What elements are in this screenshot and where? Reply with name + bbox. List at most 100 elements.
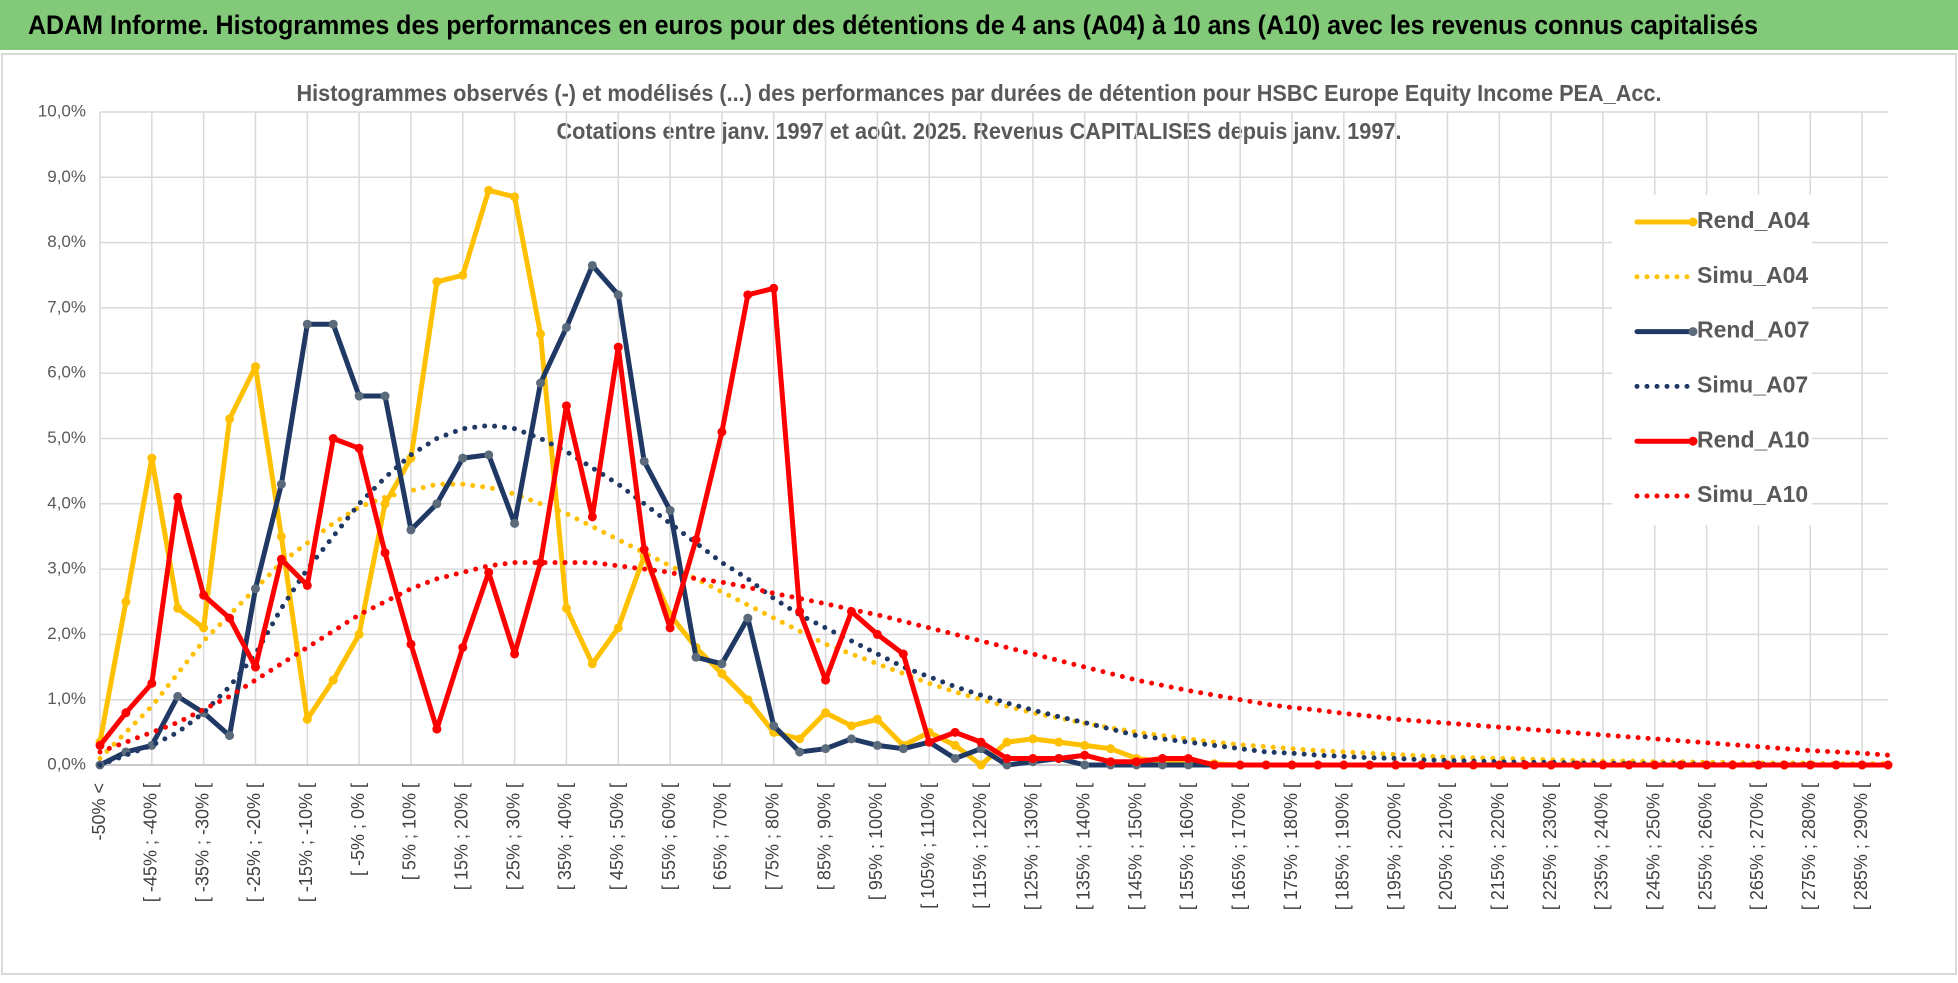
series-marker xyxy=(354,391,364,401)
series-marker xyxy=(225,731,235,741)
series-marker xyxy=(561,401,571,411)
series-marker xyxy=(458,270,468,280)
series-marker xyxy=(743,290,753,300)
legend-marker xyxy=(1688,327,1698,337)
y-tick-label: 8,0% xyxy=(47,232,86,251)
series-marker xyxy=(1753,760,1763,770)
y-tick-label: 10,0% xyxy=(38,101,86,120)
series-marker xyxy=(665,505,675,515)
x-tick-label: [ 235% ; 240% [ xyxy=(1592,783,1612,910)
series-marker xyxy=(380,499,390,509)
series-marker xyxy=(276,479,286,489)
x-tick-label: [ 205% ; 210% [ xyxy=(1436,783,1456,910)
series-marker xyxy=(1365,760,1375,770)
series-marker xyxy=(406,639,416,649)
legend-label: Rend_A10 xyxy=(1697,426,1809,452)
series-marker xyxy=(950,740,960,750)
series-marker xyxy=(846,721,856,731)
legend-label: Rend_A07 xyxy=(1697,317,1809,343)
x-tick-label: [ 55% ; 60% [ xyxy=(659,783,679,890)
x-tick-label: [ 65% ; 70% [ xyxy=(711,783,731,890)
series-marker xyxy=(1339,760,1349,770)
series-marker xyxy=(561,322,571,332)
series-marker xyxy=(1054,753,1064,763)
series-marker xyxy=(898,649,908,659)
x-tick-label: [ 185% ; 190% [ xyxy=(1333,783,1353,910)
x-tick-label: [ 25% ; 30% [ xyxy=(503,783,523,890)
series-marker xyxy=(199,623,209,633)
x-tick-label: [ 85% ; 90% [ xyxy=(814,783,834,890)
x-tick-label: [ 15% ; 20% [ xyxy=(452,783,472,890)
x-tick-label: [ 75% ; 80% [ xyxy=(762,783,782,890)
y-tick-label: 4,0% xyxy=(47,493,86,512)
series-marker xyxy=(587,512,597,522)
series-marker xyxy=(1805,760,1815,770)
series-marker xyxy=(1157,760,1167,770)
series-marker xyxy=(225,414,235,424)
series-marker xyxy=(639,456,649,466)
series-marker xyxy=(795,747,805,757)
series-marker xyxy=(613,342,623,352)
series-marker xyxy=(898,744,908,754)
series-marker xyxy=(328,675,338,685)
series-marker xyxy=(1391,760,1401,770)
series-marker xyxy=(613,290,623,300)
series-marker xyxy=(950,753,960,763)
series-marker xyxy=(380,548,390,558)
x-tick-label: [ -25% ; -20% [ xyxy=(244,783,264,902)
series-marker xyxy=(743,695,753,705)
series-marker xyxy=(510,192,520,202)
series-marker xyxy=(354,443,364,453)
y-tick-label: 9,0% xyxy=(47,167,86,186)
series-marker xyxy=(821,744,831,754)
series-marker xyxy=(1028,753,1038,763)
series-marker xyxy=(328,434,338,443)
legend-label: Rend_A04 xyxy=(1697,207,1810,233)
x-tick-label: [ 275% ; 280% [ xyxy=(1799,783,1819,910)
series-marker xyxy=(121,708,131,718)
x-tick-label: [ 195% ; 200% [ xyxy=(1384,783,1404,910)
series-marker xyxy=(872,740,882,750)
series-marker xyxy=(173,691,183,701)
series-marker xyxy=(1857,760,1867,770)
y-tick-label: 0,0% xyxy=(47,754,86,773)
series-marker xyxy=(302,714,312,724)
series-marker xyxy=(510,518,520,528)
x-tick-label: [ 225% ; 230% [ xyxy=(1540,783,1560,910)
x-tick-label: [ 145% ; 150% [ xyxy=(1125,783,1145,910)
series-marker xyxy=(432,499,442,509)
x-tick-label: [ 265% ; 270% [ xyxy=(1747,783,1767,910)
series-marker xyxy=(1650,760,1660,770)
y-tick-label: 7,0% xyxy=(47,297,86,316)
series-marker xyxy=(1054,737,1064,747)
series-marker xyxy=(795,607,805,617)
series-marker xyxy=(587,659,597,669)
y-tick-label: 5,0% xyxy=(47,428,86,447)
series-marker xyxy=(1132,757,1142,767)
series-marker xyxy=(587,260,597,270)
series-marker xyxy=(173,492,183,502)
series-marker xyxy=(1287,760,1297,770)
series-marker xyxy=(380,391,390,401)
chart-title: Histogrammes observés (-) et modélisés (… xyxy=(297,80,1662,106)
series-marker xyxy=(121,597,131,607)
x-tick-label: [ 95% ; 100% [ xyxy=(866,783,886,900)
x-tick-label: [ -45% ; -40% [ xyxy=(141,783,161,902)
series-marker xyxy=(1468,760,1478,770)
series-marker xyxy=(1676,760,1686,770)
series-line xyxy=(97,481,1891,767)
series-marker xyxy=(302,319,312,329)
series-marker xyxy=(1779,760,1789,770)
x-tick-label: [ 165% ; 170% [ xyxy=(1229,783,1249,910)
x-tick-label: [ 105% ; 110% [ xyxy=(918,783,938,909)
series-marker xyxy=(1442,760,1452,770)
series-marker xyxy=(561,603,571,613)
series-marker xyxy=(484,450,494,460)
series-line xyxy=(97,285,1891,768)
series-marker xyxy=(484,567,494,577)
legend-label: Simu_A04 xyxy=(1697,262,1808,288)
series-marker xyxy=(484,185,494,195)
series-marker xyxy=(458,642,468,652)
x-tick-label: [ -35% ; -30% [ xyxy=(192,783,212,902)
series-marker xyxy=(1002,760,1012,770)
